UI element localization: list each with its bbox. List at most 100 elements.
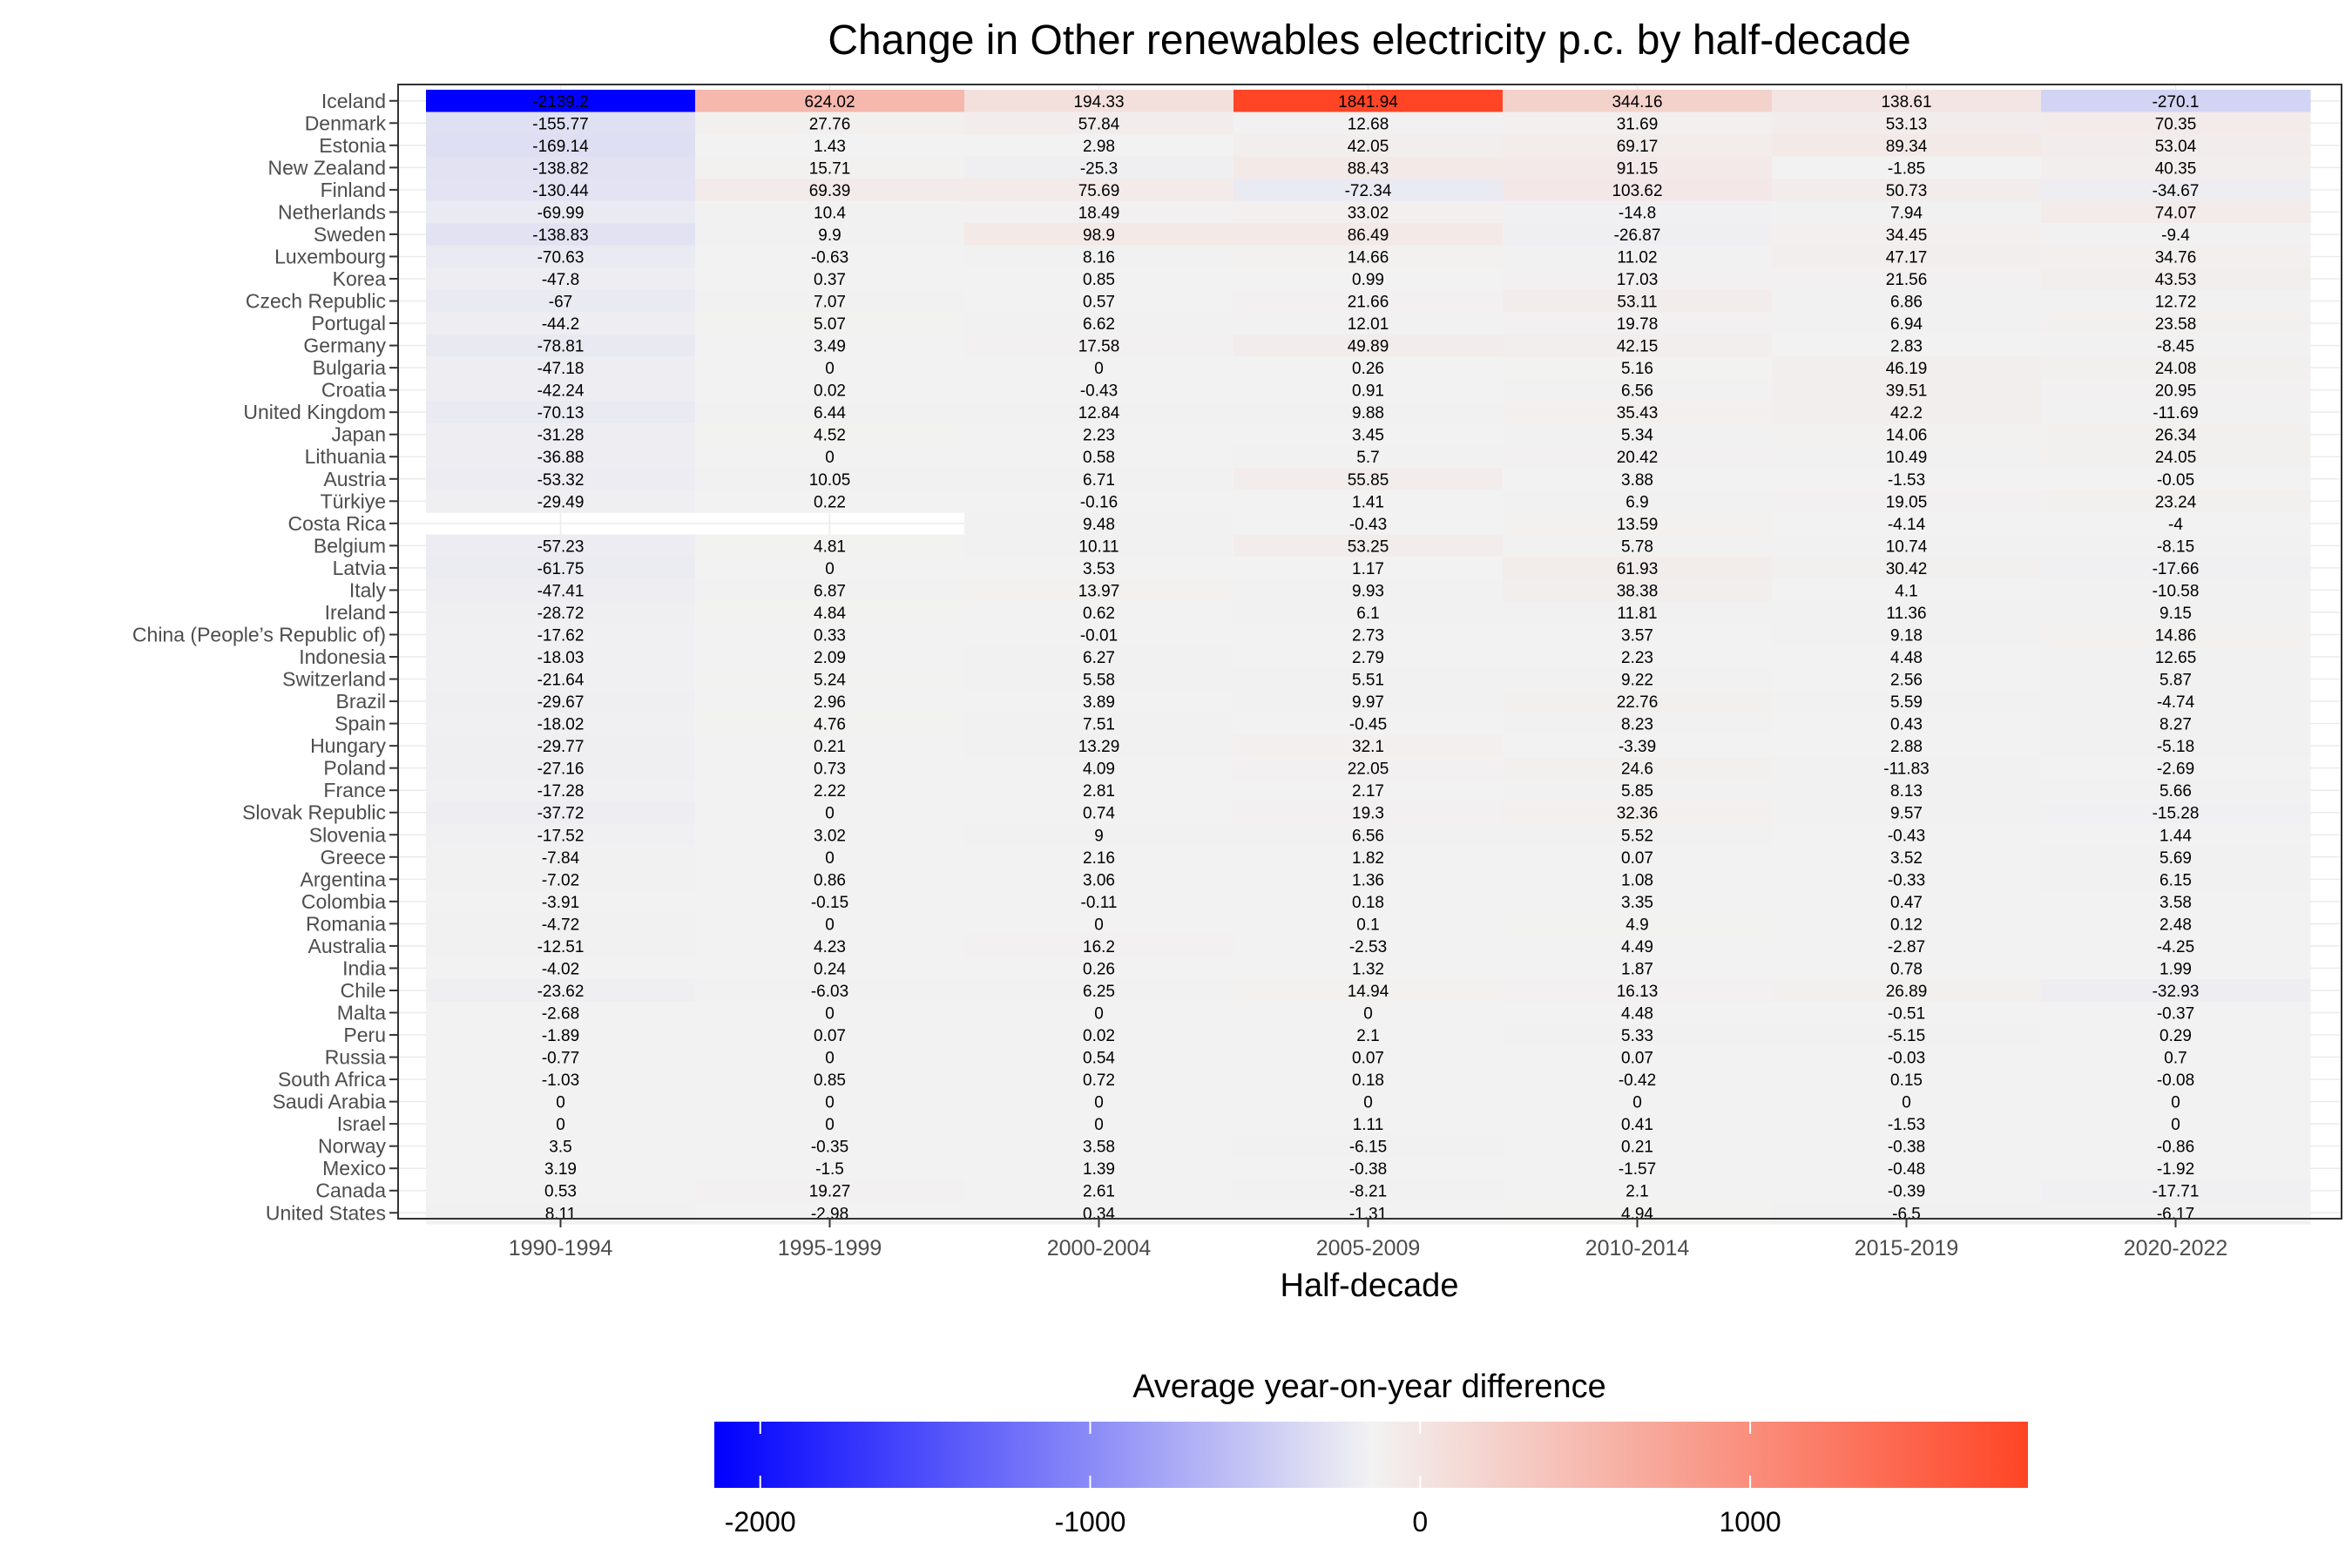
- y-tick-label: China (People’s Republic of): [132, 623, 386, 645]
- cell-value-label: 13.59: [1617, 516, 1659, 534]
- heatmap-cell: [1233, 912, 1504, 936]
- cell-value-label: -0.16: [1080, 493, 1118, 511]
- heatmap-cell: [1503, 267, 1773, 291]
- cell-value-label: -14.8: [1619, 204, 1656, 222]
- cell-value-label: 1.82: [1352, 849, 1384, 868]
- cell-value-label: 1.41: [1352, 493, 1384, 511]
- cell-value-label: 3.52: [1890, 849, 1923, 868]
- heatmap-cell: [1772, 200, 2042, 224]
- cell-value-label: -6.15: [1349, 1139, 1387, 1157]
- cell-value-label: 55.85: [1348, 471, 1389, 490]
- heatmap-cell: [2041, 490, 2311, 513]
- cell-value-label: 194.33: [1073, 93, 1124, 112]
- cell-value-label: 61.93: [1617, 560, 1659, 578]
- heatmap-cell: [964, 1112, 1234, 1136]
- x-tick-label: 2015-2019: [1855, 1236, 1959, 1260]
- heatmap-cell: [2041, 445, 2311, 469]
- heatmap-cell: [1233, 1112, 1504, 1136]
- heatmap-cell: [695, 245, 965, 268]
- cell-value-label: 2.1: [1356, 1027, 1379, 1045]
- heatmap-cell: [695, 1157, 965, 1180]
- heatmap-cell: [426, 1068, 696, 1092]
- cell-value-label: 2.83: [1890, 338, 1923, 356]
- heatmap-cell: [426, 468, 696, 491]
- heatmap-cell: [1233, 445, 1504, 469]
- cell-value-label: 138.61: [1881, 93, 1931, 112]
- y-tick-label: India: [342, 956, 386, 979]
- cell-value-label: 5.69: [2159, 849, 2192, 868]
- cell-value-label: 0.54: [1083, 1050, 1115, 1068]
- heatmap-cell: [964, 1134, 1234, 1159]
- cell-value-label: 0.41: [1621, 1116, 1653, 1134]
- x-tick-label: 1995-1999: [778, 1236, 882, 1260]
- heatmap-cell: [1772, 401, 2042, 424]
- heatmap-cell: [2041, 90, 2311, 113]
- heatmap-cell: [1772, 289, 2042, 313]
- y-tick-label: Germany: [303, 335, 386, 357]
- cell-value-label: -0.11: [1081, 894, 1118, 912]
- heatmap-cell: [1233, 134, 1504, 158]
- heatmap-cell: [964, 422, 1234, 447]
- cell-value-label: -29.49: [537, 493, 585, 511]
- heatmap-cell: [1233, 267, 1504, 291]
- cell-value-label: 0.33: [814, 626, 846, 645]
- heatmap-cell: [1233, 1090, 1504, 1113]
- heatmap-cell: [2041, 179, 2311, 202]
- cell-value-label: -6.03: [811, 983, 848, 1001]
- cell-value-label: 3.19: [544, 1160, 577, 1179]
- y-tick-label: South Africa: [278, 1068, 386, 1091]
- cell-value-label: 14.86: [2155, 626, 2197, 645]
- cell-value-label: -53.32: [537, 471, 585, 490]
- cell-value-label: -4: [2168, 516, 2183, 534]
- cell-value-label: 0: [1094, 1116, 1104, 1134]
- heatmap-cell: [426, 1045, 696, 1069]
- heatmap-cell: [1233, 1134, 1504, 1159]
- cell-value-label: 103.62: [1612, 182, 1662, 200]
- cell-value-label: 4.48: [1621, 1004, 1653, 1023]
- cell-value-label: -7.02: [542, 871, 579, 889]
- heatmap-cell: [695, 734, 965, 758]
- heatmap-cell: [695, 156, 965, 179]
- cell-value-label: 12.68: [1348, 115, 1389, 133]
- cell-value-label: 2.79: [1352, 649, 1384, 667]
- heatmap-cell: [2041, 956, 2311, 980]
- heatmap-cell: [1503, 801, 1773, 825]
- heatmap-cell: [1233, 334, 1504, 357]
- heatmap-cell: [426, 645, 696, 669]
- y-tick-label: France: [323, 779, 386, 801]
- heatmap-cell: [2041, 334, 2311, 357]
- cell-value-label: -10.58: [2153, 582, 2200, 600]
- heatmap-cell: [964, 645, 1234, 669]
- heatmap-cell: [1503, 1045, 1773, 1069]
- heatmap-cell: [1503, 312, 1773, 335]
- cell-value-label: 0: [825, 916, 835, 934]
- heatmap-cell: [695, 468, 965, 491]
- cell-value-label: -21.64: [537, 672, 585, 690]
- heatmap-cell: [964, 712, 1234, 735]
- cell-value-label: -70.13: [537, 404, 585, 422]
- heatmap-cell: [1772, 334, 2042, 357]
- cell-value-label: -130.44: [532, 182, 589, 200]
- heatmap-cell: [2041, 245, 2311, 268]
- y-tick-label: Malta: [337, 1001, 386, 1024]
- cell-value-label: 3.02: [814, 827, 846, 845]
- heatmap-cell: [1503, 223, 1773, 247]
- cell-value-label: -18.03: [537, 649, 585, 667]
- legend-ticks: -2000 -1000 0 1000: [725, 1422, 1781, 1538]
- legend-title: Average year-on-year difference: [1132, 1369, 1606, 1405]
- heatmap-cell: [426, 90, 696, 113]
- heatmap-cell: [1503, 401, 1773, 424]
- heatmap-cell: [2041, 578, 2311, 602]
- heatmap-cell: [1233, 112, 1504, 135]
- cell-value-label: 2.16: [1083, 849, 1115, 868]
- heatmap-cell: [695, 422, 965, 447]
- cell-value-label: 5.78: [1621, 537, 1653, 556]
- cell-value-label: 2.1: [1625, 1183, 1648, 1201]
- cell-value-label: 17.03: [1617, 271, 1659, 289]
- heatmap-cell: [1503, 289, 1773, 313]
- cell-value-label: 5.87: [2159, 672, 2192, 690]
- heatmap-cell: [426, 334, 696, 357]
- cell-value-label: 43.53: [2155, 271, 2197, 289]
- heatmap-cell: [695, 823, 965, 847]
- heatmap-cell: [964, 200, 1234, 224]
